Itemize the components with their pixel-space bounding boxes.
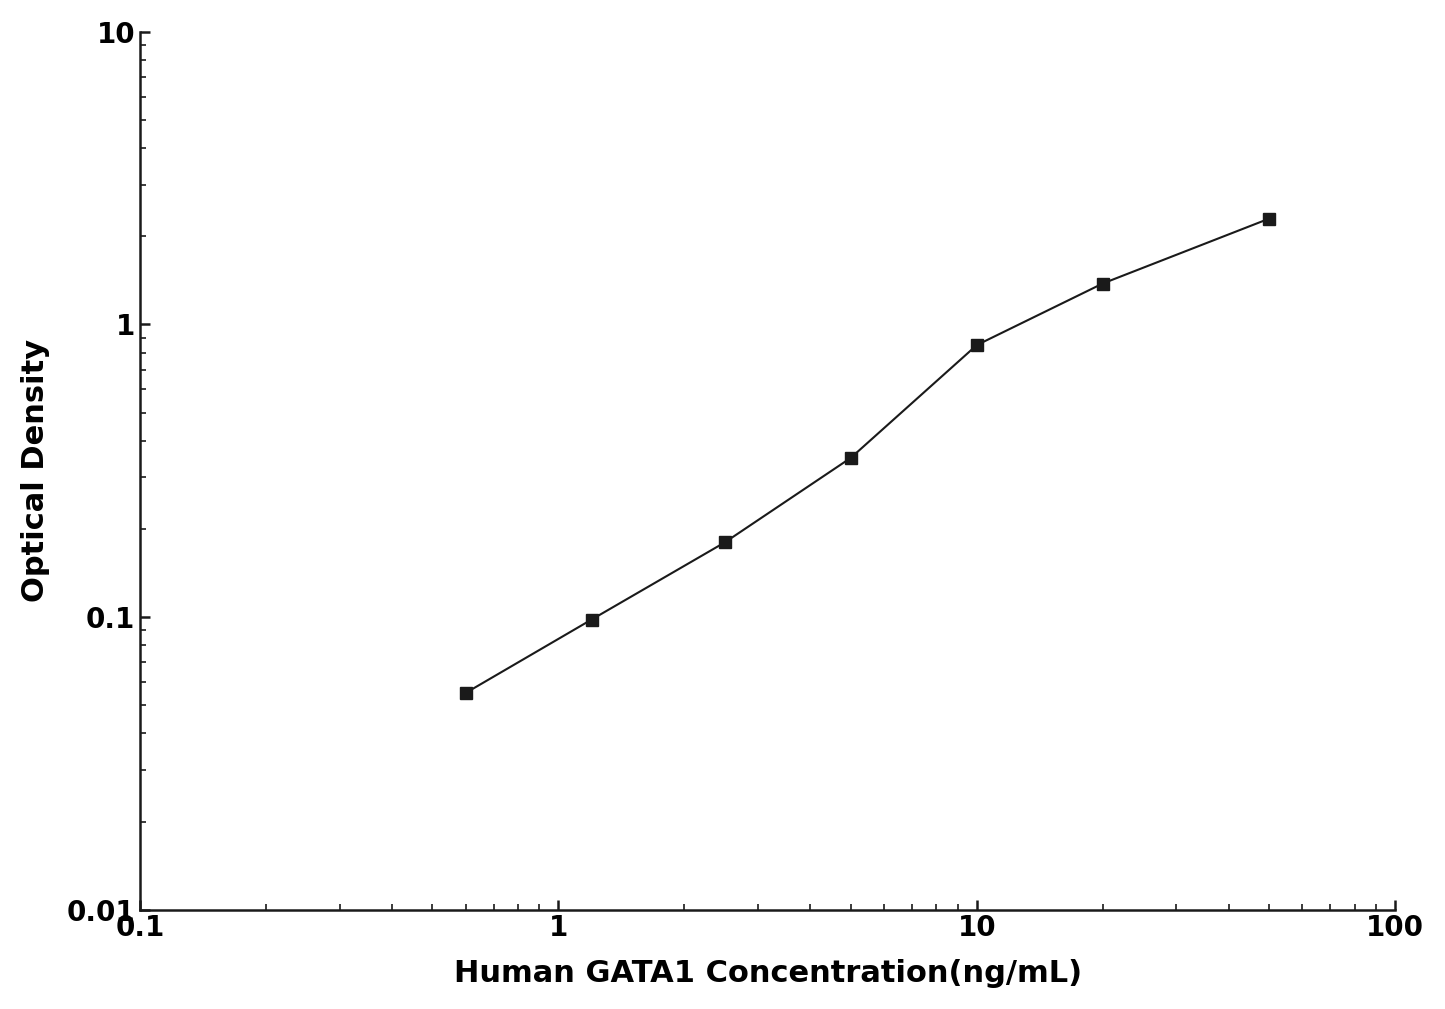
Y-axis label: Optical Density: Optical Density <box>20 339 49 602</box>
X-axis label: Human GATA1 Concentration(ng/mL): Human GATA1 Concentration(ng/mL) <box>454 960 1082 988</box>
